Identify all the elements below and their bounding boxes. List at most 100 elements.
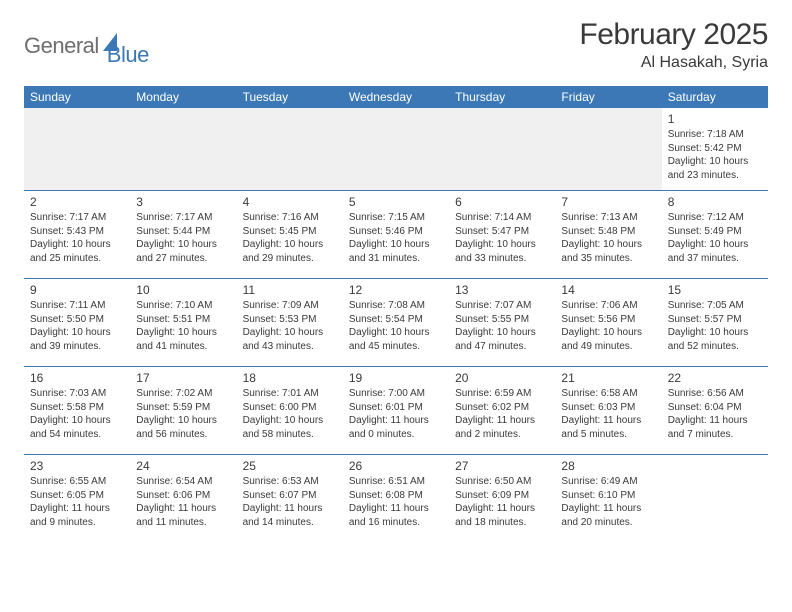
weekday-header: Thursday <box>449 86 555 108</box>
sunrise-text: Sunrise: 6:53 AM <box>243 475 337 489</box>
calendar-cell: 5Sunrise: 7:15 AMSunset: 5:46 PMDaylight… <box>343 191 449 279</box>
day-number: 14 <box>561 282 655 298</box>
calendar-cell: 11Sunrise: 7:09 AMSunset: 5:53 PMDayligh… <box>237 279 343 367</box>
sunrise-text: Sunrise: 6:55 AM <box>30 475 124 489</box>
calendar-week-row: 1Sunrise: 7:18 AMSunset: 5:42 PMDaylight… <box>24 108 768 191</box>
sunset-text: Sunset: 6:00 PM <box>243 401 337 415</box>
daylight-text: Daylight: 11 hours and 0 minutes. <box>349 414 443 441</box>
calendar-cell: 3Sunrise: 7:17 AMSunset: 5:44 PMDaylight… <box>130 191 236 279</box>
day-number: 4 <box>243 194 337 210</box>
day-number: 9 <box>30 282 124 298</box>
calendar-cell: 20Sunrise: 6:59 AMSunset: 6:02 PMDayligh… <box>449 367 555 455</box>
sunrise-text: Sunrise: 7:03 AM <box>30 387 124 401</box>
daylight-text: Daylight: 10 hours and 43 minutes. <box>243 326 337 353</box>
daylight-text: Daylight: 11 hours and 20 minutes. <box>561 502 655 529</box>
sunset-text: Sunset: 5:47 PM <box>455 225 549 239</box>
calendar-week-row: 9Sunrise: 7:11 AMSunset: 5:50 PMDaylight… <box>24 279 768 367</box>
sunrise-text: Sunrise: 6:59 AM <box>455 387 549 401</box>
sunrise-text: Sunrise: 7:05 AM <box>668 299 762 313</box>
calendar-cell: 4Sunrise: 7:16 AMSunset: 5:45 PMDaylight… <box>237 191 343 279</box>
calendar-cell: 14Sunrise: 7:06 AMSunset: 5:56 PMDayligh… <box>555 279 661 367</box>
daylight-text: Daylight: 10 hours and 56 minutes. <box>136 414 230 441</box>
location-label: Al Hasakah, Syria <box>579 54 768 72</box>
sunrise-text: Sunrise: 7:00 AM <box>349 387 443 401</box>
calendar-cell: 25Sunrise: 6:53 AMSunset: 6:07 PMDayligh… <box>237 455 343 543</box>
logo: General Blue <box>24 24 149 68</box>
calendar-cell: 21Sunrise: 6:58 AMSunset: 6:03 PMDayligh… <box>555 367 661 455</box>
daylight-text: Daylight: 10 hours and 47 minutes. <box>455 326 549 353</box>
calendar-week-row: 23Sunrise: 6:55 AMSunset: 6:05 PM Dayligh… <box>24 455 768 543</box>
calendar-cell: 1Sunrise: 7:18 AMSunset: 5:42 PMDaylight… <box>662 108 768 191</box>
sunrise-text: Sunrise: 7:08 AM <box>349 299 443 313</box>
sunset-text: Sunset: 6:03 PM <box>561 401 655 415</box>
sunset-text: Sunset: 5:49 PM <box>668 225 762 239</box>
sunrise-text: Sunrise: 6:51 AM <box>349 475 443 489</box>
sunset-text: Sunset: 6:10 PM <box>561 489 655 503</box>
calendar-week-row: 16Sunrise: 7:03 AMSunset: 5:58 PMDayligh… <box>24 367 768 455</box>
sunset-text: Sunset: 5:56 PM <box>561 313 655 327</box>
daylight-text: Daylight: 10 hours and 33 minutes. <box>455 238 549 265</box>
calendar-cell: 7Sunrise: 7:13 AMSunset: 5:48 PMDaylight… <box>555 191 661 279</box>
logo-text-general: General <box>24 33 99 59</box>
sunrise-text: Sunrise: 7:12 AM <box>668 211 762 225</box>
sunset-text: Sunset: 5:59 PM <box>136 401 230 415</box>
calendar-cell <box>449 108 555 191</box>
sunset-text: Sunset: 6:09 PM <box>455 489 549 503</box>
day-number: 25 <box>243 458 337 474</box>
day-number: 26 <box>349 458 443 474</box>
daylight-text: Daylight: 11 hours and 2 minutes. <box>455 414 549 441</box>
calendar-cell: 26Sunrise: 6:51 AMSunset: 6:08 PMDayligh… <box>343 455 449 543</box>
daylight-text: Daylight: 11 hours and 7 minutes. <box>668 414 762 441</box>
sunset-text: Sunset: 5:46 PM <box>349 225 443 239</box>
calendar-cell <box>130 108 236 191</box>
sunrise-text: Sunrise: 7:13 AM <box>561 211 655 225</box>
calendar-cell <box>24 108 130 191</box>
daylight-text: Daylight: 10 hours and 25 minutes. <box>30 238 124 265</box>
day-number: 10 <box>136 282 230 298</box>
calendar-cell <box>555 108 661 191</box>
day-number: 22 <box>668 370 762 386</box>
sunset-text: Sunset: 6:07 PM <box>243 489 337 503</box>
sunrise-text: Sunrise: 7:11 AM <box>30 299 124 313</box>
weekday-header: Tuesday <box>237 86 343 108</box>
day-number: 27 <box>455 458 549 474</box>
calendar-table: Sunday Monday Tuesday Wednesday Thursday… <box>24 86 768 543</box>
daylight-text: Daylight: 10 hours and 58 minutes. <box>243 414 337 441</box>
sunrise-text: Sunrise: 7:15 AM <box>349 211 443 225</box>
day-number: 20 <box>455 370 549 386</box>
sunrise-text: Sunrise: 7:01 AM <box>243 387 337 401</box>
weekday-header: Friday <box>555 86 661 108</box>
calendar-cell: 22Sunrise: 6:56 AMSunset: 6:04 PMDayligh… <box>662 367 768 455</box>
page-title: February 2025 <box>579 18 768 52</box>
daylight-text: Daylight: 10 hours and 29 minutes. <box>243 238 337 265</box>
sunset-text: Sunset: 6:02 PM <box>455 401 549 415</box>
daylight-text: Daylight: 10 hours and 27 minutes. <box>136 238 230 265</box>
calendar-cell: 19Sunrise: 7:00 AMSunset: 6:01 PMDayligh… <box>343 367 449 455</box>
weekday-header: Sunday <box>24 86 130 108</box>
calendar-cell: 9Sunrise: 7:11 AMSunset: 5:50 PMDaylight… <box>24 279 130 367</box>
sunrise-text: Sunrise: 7:18 AM <box>668 128 762 142</box>
daylight-text: Daylight: 11 hours and 5 minutes. <box>561 414 655 441</box>
day-number: 18 <box>243 370 337 386</box>
day-number: 7 <box>561 194 655 210</box>
sunset-text: Sunset: 6:05 PM <box>30 489 124 503</box>
sunset-text: Sunset: 5:53 PM <box>243 313 337 327</box>
sunset-text: Sunset: 5:51 PM <box>136 313 230 327</box>
daylight-text: Daylight: 10 hours and 41 minutes. <box>136 326 230 353</box>
day-number: 24 <box>136 458 230 474</box>
sunset-text: Sunset: 5:43 PM <box>30 225 124 239</box>
weekday-header: Monday <box>130 86 236 108</box>
sunrise-text: Sunrise: 7:14 AM <box>455 211 549 225</box>
day-number: 23 <box>30 458 124 474</box>
sunrise-text: Sunrise: 7:02 AM <box>136 387 230 401</box>
sunrise-text: Sunrise: 7:07 AM <box>455 299 549 313</box>
day-number: 19 <box>349 370 443 386</box>
daylight-text: Daylight: 10 hours and 23 minutes. <box>668 155 762 182</box>
calendar-cell: 12Sunrise: 7:08 AMSunset: 5:54 PMDayligh… <box>343 279 449 367</box>
sunrise-text: Sunrise: 7:09 AM <box>243 299 337 313</box>
sunset-text: Sunset: 5:58 PM <box>30 401 124 415</box>
sunset-text: Sunset: 5:42 PM <box>668 142 762 156</box>
day-number: 17 <box>136 370 230 386</box>
sunset-text: Sunset: 6:06 PM <box>136 489 230 503</box>
calendar-cell <box>343 108 449 191</box>
